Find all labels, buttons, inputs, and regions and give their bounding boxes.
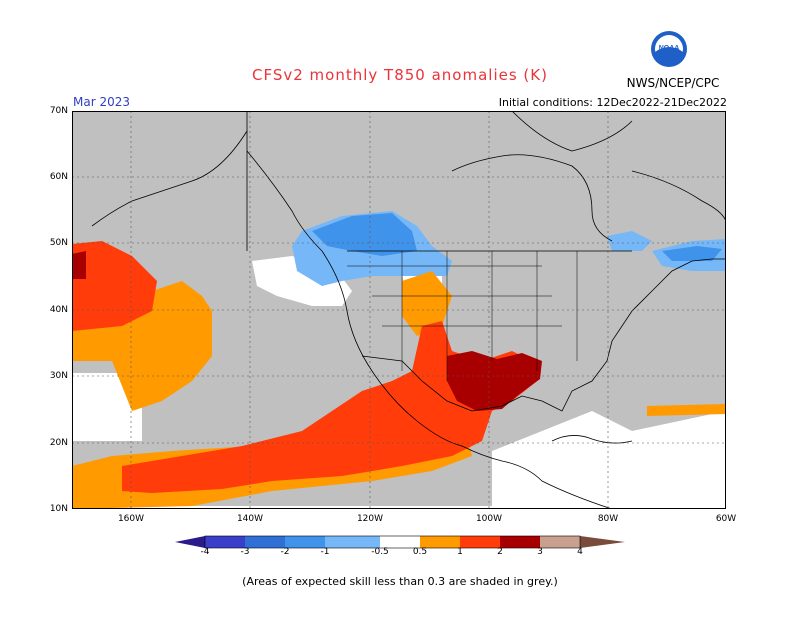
anomaly-map [72,111,726,509]
map-frame [72,111,726,509]
state-borders [347,251,578,381]
legend-tick-label: -0.5 [371,547,389,557]
coastlines [91,111,726,509]
legend-tick-label: 0.5 [412,547,428,557]
medium-positive-anomaly-regions [72,241,537,493]
legend-tick-label: 1 [457,547,463,557]
legend-swatch [285,536,325,548]
legend-swatch [380,536,420,548]
footnote: (Areas of expected skill less than 0.3 a… [242,575,558,588]
legend-swatch [540,536,580,548]
lat-label: 70N [49,106,68,116]
lon-label: 120W [356,514,384,524]
legend-swatch [420,536,460,548]
noaa-logo-icon: NOAA [651,31,687,67]
legend-swatch [175,536,205,548]
lat-label: 20N [49,438,68,448]
initial-conditions: Initial conditions: 12Dec2022-21Dec2022 [498,96,727,109]
legend-tick-label: -1 [320,547,330,557]
legend-swatch [245,536,285,548]
lon-label: 100W [475,514,503,524]
lat-label: 60N [49,172,68,182]
legend-swatch [205,536,245,548]
lon-label: 140W [236,514,264,524]
lon-label: 160W [117,514,145,524]
legend-tick-label: 2 [497,547,503,557]
legend-tick-label: -4 [200,547,210,557]
legend-tick-label: -3 [240,547,250,557]
lon-label: 80W [597,514,619,524]
legend-swatch [580,536,625,548]
legend-tick-label: 3 [537,547,543,557]
agency-label: NWS/NCEP/CPC [626,76,720,90]
map-title: CFSv2 monthly T850 anomalies (K) [252,66,548,84]
legend-tick-label: 4 [577,547,583,557]
lat-label: 40N [49,305,68,315]
legend-swatch [325,536,380,548]
lon-label: 60W [715,514,737,524]
legend-swatch [460,536,500,548]
large-positive-anomaly-regions [72,251,542,411]
legend-tick-label: -2 [280,547,290,557]
lat-label: 50N [49,238,68,248]
lat-label: 30N [49,371,68,381]
lat-label: 10N [49,504,68,514]
forecast-month: Mar 2023 [73,95,130,109]
svg-text:NOAA: NOAA [659,45,680,52]
legend-swatch [500,536,540,548]
graticule [72,111,726,509]
color-legend-bar [175,535,625,549]
